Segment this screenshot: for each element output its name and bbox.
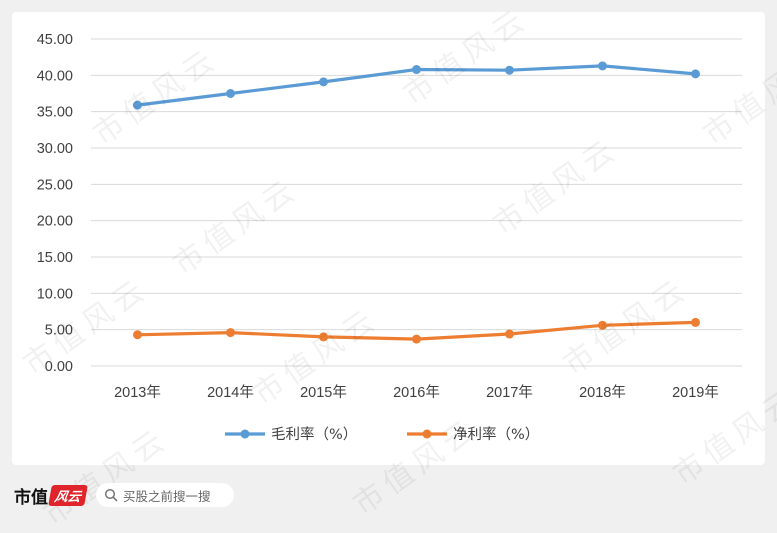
x-tick-label: 2013年 bbox=[114, 384, 161, 401]
y-tick-label: 40.00 bbox=[37, 68, 73, 84]
brand-logo[interactable]: 市值 风云 bbox=[14, 483, 88, 508]
data-point bbox=[412, 65, 421, 75]
data-point bbox=[319, 77, 328, 87]
brand-badge: 风云 bbox=[48, 484, 88, 506]
y-tick-label: 25.00 bbox=[37, 177, 73, 193]
data-point bbox=[226, 328, 235, 338]
x-tick-label: 2019年 bbox=[672, 384, 719, 401]
y-tick-label: 0.00 bbox=[45, 359, 73, 375]
data-point bbox=[505, 65, 514, 75]
x-tick-label: 2016年 bbox=[393, 384, 440, 401]
legend-label: 净利率（%） bbox=[453, 426, 539, 443]
data-point bbox=[133, 100, 142, 110]
x-tick-label: 2017年 bbox=[486, 384, 533, 401]
y-tick-label: 15.00 bbox=[37, 250, 73, 266]
legend-marker bbox=[422, 429, 432, 439]
y-tick-label: 5.00 bbox=[45, 323, 73, 339]
footer-bar: 市值 风云 买股之前搜一搜 bbox=[0, 470, 777, 520]
search-icon bbox=[104, 488, 118, 502]
y-tick-label: 30.00 bbox=[37, 141, 73, 157]
search-box[interactable]: 买股之前搜一搜 bbox=[96, 483, 235, 507]
data-point bbox=[598, 61, 607, 71]
data-point bbox=[691, 317, 700, 327]
chart-card: 0.00 5.00 10.00 15.00 20.00 25.00 30.00 35.00 40… bbox=[12, 1, 777, 532]
data-point bbox=[691, 69, 700, 79]
y-tick-label: 20.00 bbox=[37, 214, 73, 230]
x-tick-label: 2018年 bbox=[579, 384, 626, 401]
line-chart: 0.00 5.00 10.00 15.00 20.00 25.00 30.00 35.00 40… bbox=[37, 32, 742, 443]
legend-marker bbox=[240, 429, 250, 439]
brand-name: 市值 bbox=[14, 487, 48, 508]
y-tick-label: 35.00 bbox=[37, 105, 73, 121]
data-point bbox=[319, 332, 328, 342]
data-point bbox=[133, 330, 142, 340]
data-point bbox=[598, 320, 607, 330]
data-point bbox=[505, 329, 514, 339]
data-point bbox=[412, 334, 421, 344]
search-placeholder: 买股之前搜一搜 bbox=[123, 489, 211, 504]
y-tick-label: 10.00 bbox=[37, 286, 73, 302]
data-point bbox=[226, 89, 235, 98]
x-tick-label: 2014年 bbox=[207, 384, 254, 401]
x-tick-label: 2015年 bbox=[300, 384, 347, 401]
legend-label: 毛利率（%） bbox=[271, 426, 357, 443]
y-tick-label: 45.00 bbox=[37, 32, 73, 48]
